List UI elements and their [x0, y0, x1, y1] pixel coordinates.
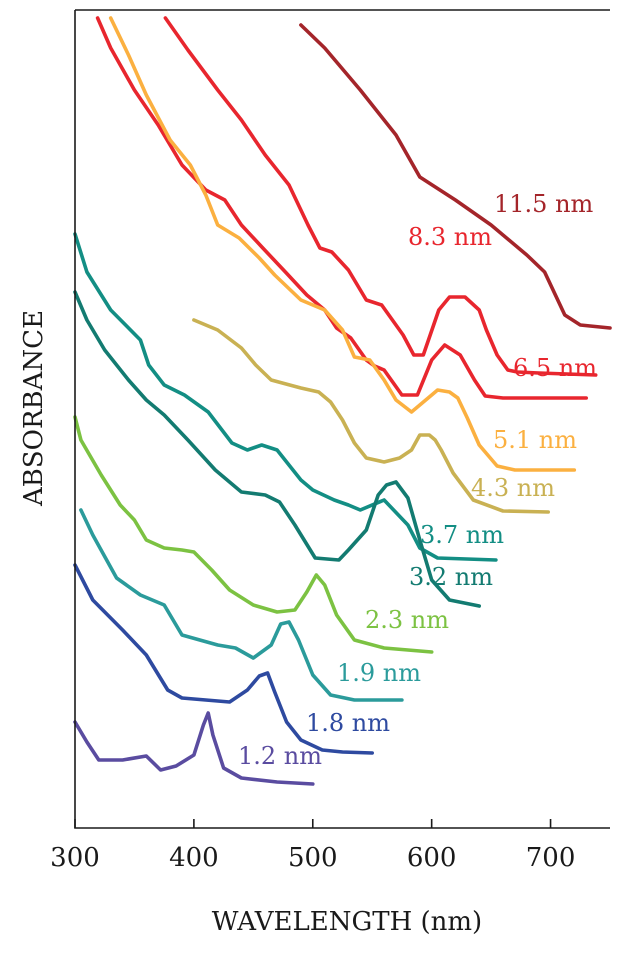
x-tick-label: 400 [169, 843, 219, 873]
x-tick-layer: 300 400 500 600 700 [50, 819, 575, 873]
series-label-1_9-nm: 1.9 nm [337, 659, 421, 687]
series-layer [73, 16, 612, 786]
series-line-3_2-nm [73, 290, 481, 608]
series-label-1_8-nm: 1.8 nm [306, 709, 390, 737]
x-tick-label: 300 [50, 843, 100, 873]
series-label-5_1-nm: 5.1 nm [493, 426, 577, 454]
series-label-4_3-nm: 4.3 nm [471, 474, 555, 502]
series-line-3_7-nm [73, 232, 498, 562]
series-line-1_9-nm [79, 508, 404, 702]
y-axis-label: ABSORBANCE [19, 310, 49, 507]
series-label-2_3-nm: 2.3 nm [365, 606, 449, 634]
series-label-8_3-nm: 8.3 nm [408, 223, 492, 251]
series-label-3_2-nm: 3.2 nm [409, 563, 493, 591]
series-line-11_5-nm [299, 23, 612, 330]
series-line-1_2-nm [73, 711, 315, 786]
series-line-5_1-nm [108, 16, 577, 472]
series-label-6_5-nm: 6.5 nm [513, 354, 597, 382]
x-tick-label: 600 [407, 843, 457, 873]
series-line-2_3-nm [73, 415, 434, 654]
series-line-8_3-nm [163, 16, 598, 377]
series-label-1_2-nm: 1.2 nm [238, 742, 322, 770]
series-label-11_5-nm: 11.5 nm [494, 190, 594, 218]
x-tick-label: 500 [288, 843, 338, 873]
series-label-3_7-nm: 3.7 nm [420, 521, 504, 549]
series-line-1_8-nm [73, 563, 374, 755]
x-tick-label: 700 [526, 843, 576, 873]
series-line-4_3-nm [192, 318, 550, 514]
series-label-layer: 11.5 nm8.3 nm 6.5 nm 5.1 nm 4.3 nm 3.7 nm 3.2… [238, 190, 597, 770]
x-axis-label: WAVELENGTH (nm) [212, 907, 482, 937]
